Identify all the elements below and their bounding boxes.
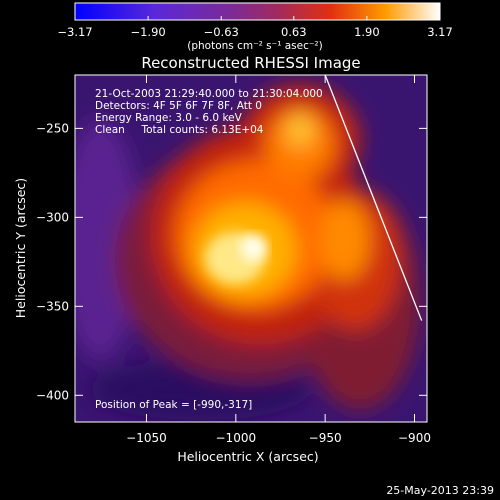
annotation-line: Energy Range: 3.0 - 6.0 keV bbox=[95, 112, 243, 124]
observation-annotations: 21-Oct-2003 21:29:40.000 to 21:30:04.000… bbox=[95, 88, 323, 136]
colorbar: −3.17 −1.90 −0.63 0.63 1.90 3.17 (photons cm⁻… bbox=[57, 2, 453, 52]
peak-position-label: Position of Peak = [-990,-317] bbox=[95, 399, 252, 411]
x-tick-label: −950 bbox=[309, 431, 342, 445]
colorbar-tick-label: 0.63 bbox=[281, 25, 307, 39]
solar-limb-line bbox=[324, 75, 423, 321]
annotation-line: 21-Oct-2003 21:29:40.000 to 21:30:04.000 bbox=[95, 88, 323, 100]
colorbar-unit-label: (photons cm⁻² s⁻¹ asec⁻²) bbox=[187, 40, 322, 52]
x-tick-label: −1050 bbox=[126, 431, 167, 445]
x-tick-label: −900 bbox=[398, 431, 431, 445]
annotation-line: Clean Total counts: 6.13E+04 bbox=[95, 124, 264, 136]
y-tick-label: −400 bbox=[36, 388, 69, 402]
colorbar-tick-label: −1.90 bbox=[130, 25, 165, 39]
chart-title: Reconstructed RHESSI Image bbox=[141, 54, 360, 72]
y-tick-label: −350 bbox=[36, 299, 69, 313]
plot-frame bbox=[74, 74, 428, 423]
y-axis-ticks: −250 −300 −350 −400 bbox=[36, 121, 427, 402]
heatmap-peak bbox=[240, 234, 267, 261]
x-axis-label: Heliocentric X (arcsec) bbox=[177, 449, 318, 464]
x-tick-label: −1000 bbox=[216, 431, 257, 445]
y-tick-label: −250 bbox=[36, 121, 69, 135]
y-axis-label: Heliocentric Y (arcsec) bbox=[13, 178, 28, 318]
colorbar-tick-label: −0.63 bbox=[204, 25, 239, 39]
colorbar-tick-label: 3.17 bbox=[427, 25, 453, 39]
heatmap-blob-yellow-top bbox=[285, 112, 315, 148]
colorbar-ticks: −3.17 −1.90 −0.63 0.63 1.90 3.17 bbox=[57, 16, 453, 39]
x-axis-ticks: −1050 −1000 −950 −900 bbox=[126, 75, 431, 445]
heatmap-image bbox=[75, 75, 427, 422]
heatmap-blob-orange-right bbox=[320, 200, 370, 280]
colorbar-tick-label: 1.90 bbox=[354, 25, 380, 39]
y-tick-label: −300 bbox=[36, 210, 69, 224]
footer-timestamp: 25-May-2013 23:39 bbox=[386, 484, 494, 497]
colorbar-tick-label: −3.17 bbox=[57, 25, 92, 39]
annotation-line: Detectors: 4F 5F 6F 7F 8F, Att 0 bbox=[95, 100, 262, 112]
colorbar-gradient bbox=[74, 2, 441, 21]
